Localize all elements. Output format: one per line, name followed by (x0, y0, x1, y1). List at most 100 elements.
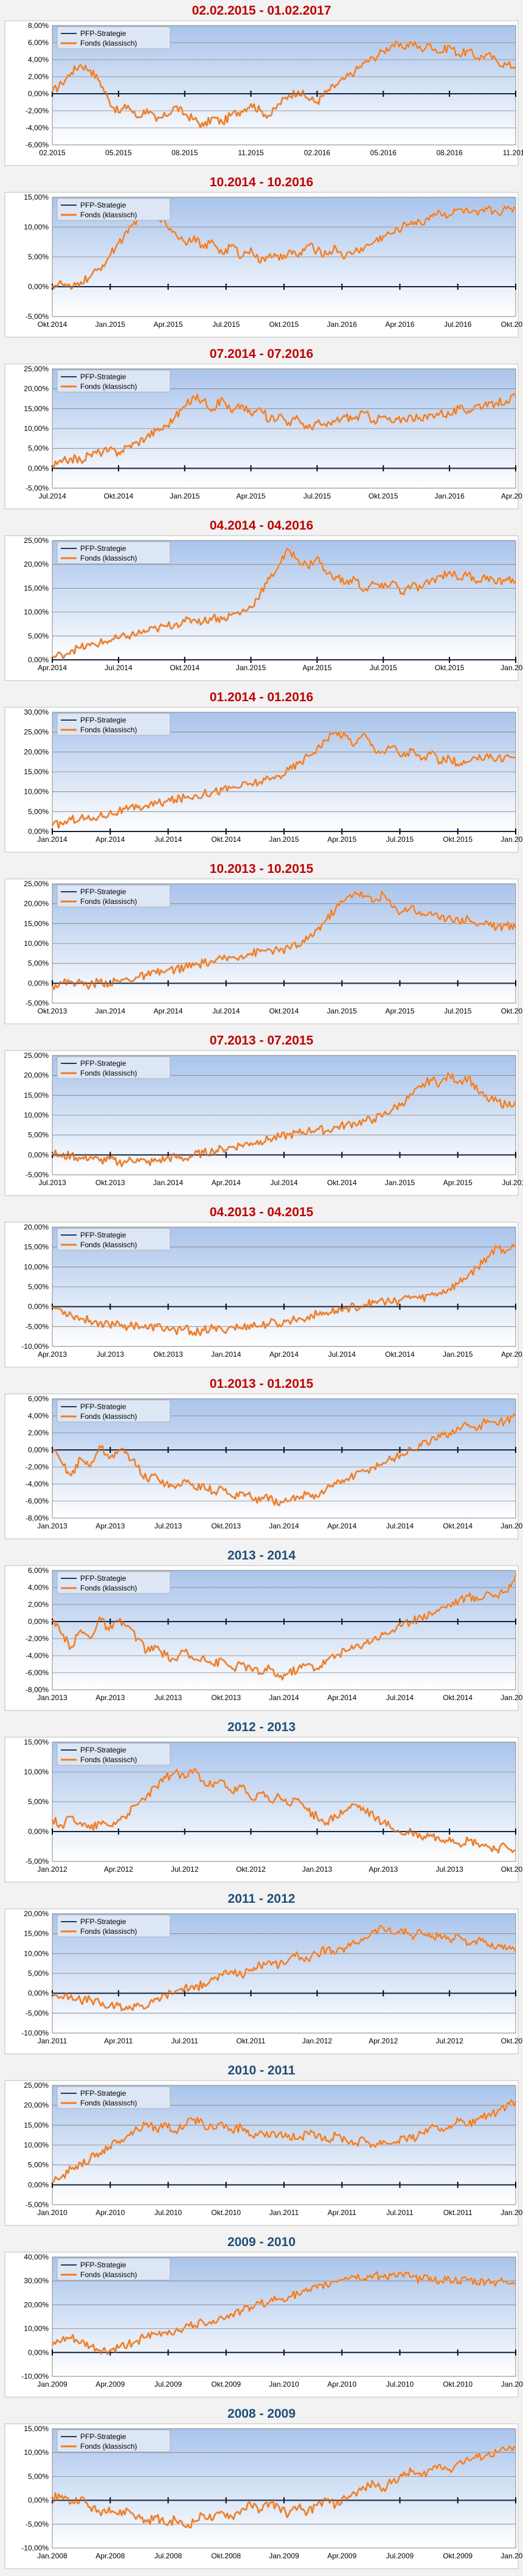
y-tick-label: -4,00% (26, 1651, 49, 1660)
series-fund (52, 203, 516, 290)
x-tick-label: Jan.2016 (500, 835, 523, 844)
y-tick-label: 15,00% (24, 1930, 49, 1938)
chart-title: 2012 - 2013 (227, 1720, 296, 1734)
series-fund (52, 1244, 516, 1336)
series-fund (52, 41, 516, 128)
chart-panel: 07.2013 - 07.2015 25,00% 20,00% 15,00% 10,00… (0, 1030, 523, 1196)
chart-panel: 2013 - 2014 6,00% 4,00% 2,00% 0,00% -2,00% -4,… (0, 1545, 523, 1711)
y-tick-label: -5,00% (26, 999, 49, 1007)
legend-label-fund: Fonds (klassisch) (80, 2270, 137, 2279)
x-tick-label: Okt.2013 (38, 1007, 68, 1015)
x-tick-label: Jan.2011 (38, 2037, 68, 2045)
x-tick-label: 08.2015 (171, 149, 198, 157)
x-tick-label: Jul.2013 (435, 1865, 463, 1874)
series-fund (52, 2446, 516, 2529)
y-tick-label: 25,00% (24, 536, 49, 545)
x-tick-label: Jul.2014 (105, 663, 133, 672)
x-tick-label: Okt.2010 (443, 2380, 473, 2389)
x-tick-label: Jul.2014 (270, 1178, 298, 1187)
x-tick-label: Jan.2016 (434, 492, 465, 500)
x-tick-label: Okt.2009 (443, 2552, 473, 2560)
x-tick-label: Jan.2009 (269, 2552, 299, 2560)
y-tick-label: 10,00% (24, 1111, 49, 1119)
y-tick-label: -5,00% (26, 312, 49, 321)
y-tick-label: 5,00% (28, 1969, 49, 1978)
x-tick-label: Apr.2015 (385, 1007, 414, 1015)
x-tick-label: Apr.2015 (327, 835, 356, 844)
x-tick-label: 02.2015 (39, 149, 66, 157)
y-tick-label: 15,00% (24, 404, 49, 413)
x-tick-label: Apr.2015 (501, 1350, 523, 1359)
y-tick-label: 10,00% (24, 424, 49, 433)
x-tick-label: Jul.2015 (502, 1178, 523, 1187)
x-tick-label: Jan.2008 (37, 2552, 68, 2560)
chart-title: 04.2014 - 04.2016 (209, 519, 314, 533)
x-tick-label: Apr.2013 (38, 1350, 67, 1359)
y-tick-label: 0,00% (28, 464, 49, 472)
series-fund (52, 891, 516, 990)
legend-label-strategy: PFP-Strategie (80, 887, 126, 896)
legend-box (57, 713, 171, 736)
y-tick-label: -10,00% (21, 1342, 49, 1351)
y-tick-label: 10,00% (24, 1768, 49, 1776)
x-tick-label: Okt.2016 (501, 320, 523, 329)
y-tick-label: 20,00% (24, 900, 49, 908)
legend-label-strategy: PFP-Strategie (80, 2432, 126, 2441)
y-tick-label: -10,00% (21, 2544, 49, 2552)
legend-label-strategy: PFP-Strategie (80, 1917, 126, 1926)
legend-label-fund: Fonds (klassisch) (80, 1584, 137, 1592)
legend-label-fund: Fonds (klassisch) (80, 1241, 137, 1249)
legend-box (57, 198, 171, 221)
y-tick-label: 15,00% (24, 919, 49, 928)
y-tick-label: 20,00% (24, 385, 49, 393)
x-tick-label: Jan.2016 (500, 663, 523, 672)
x-tick-label: Jan.2012 (37, 1865, 68, 1874)
y-tick-label: 5,00% (28, 2472, 49, 2480)
y-tick-label: 0,00% (28, 1989, 49, 1998)
x-tick-label: Jul.2013 (38, 1178, 66, 1187)
chart-title: 07.2013 - 07.2015 (209, 1034, 314, 1048)
y-tick-label: 20,00% (24, 2300, 49, 2309)
x-tick-label: Jan.2015 (500, 1693, 523, 1702)
chart-panel: 10.2013 - 10.2015 25,00% 20,00% 15,00% 10,00… (0, 858, 523, 1024)
x-tick-label: Jul.2015 (444, 1007, 472, 1015)
y-tick-label: 5,00% (28, 959, 49, 968)
y-tick-label: 15,00% (24, 768, 49, 776)
y-tick-label: 10,00% (24, 788, 49, 796)
x-tick-label: Jul.2014 (38, 492, 66, 500)
y-tick-label: 25,00% (24, 2081, 49, 2090)
x-tick-label: Okt.2015 (369, 492, 398, 500)
x-tick-label: Okt.2014 (104, 492, 134, 500)
legend-box (57, 2258, 171, 2281)
y-tick-label: 25,00% (24, 880, 49, 888)
x-tick-label: Jul.2010 (154, 2208, 182, 2217)
x-tick-label: Okt.2014 (38, 320, 68, 329)
legend-box (57, 369, 171, 393)
legend-box (57, 2429, 171, 2452)
legend-label-strategy: PFP-Strategie (80, 2089, 126, 2098)
legend-label-fund: Fonds (klassisch) (80, 2442, 137, 2451)
chart-title: 2009 - 2010 (227, 2235, 296, 2249)
x-tick-label: Jul.2014 (386, 1693, 414, 1702)
x-tick-label: Jul.2015 (212, 320, 240, 329)
x-tick-label: Jul.2009 (386, 2552, 414, 2560)
chart-title: 01.2013 - 01.2015 (209, 1377, 314, 1391)
x-tick-label: Apr.2011 (104, 2037, 133, 2045)
chart-title: 01.2014 - 01.2016 (209, 690, 314, 704)
legend-label-strategy: PFP-Strategie (80, 2261, 126, 2269)
y-tick-label: 5,00% (28, 807, 49, 816)
y-tick-label: 15,00% (24, 584, 49, 592)
y-tick-label: 5,00% (28, 253, 49, 261)
y-tick-label: 0,00% (28, 1150, 49, 1159)
y-tick-label: 5,00% (28, 1797, 49, 1806)
legend-label-fund: Fonds (klassisch) (80, 1755, 137, 1764)
y-tick-label: 2,00% (28, 72, 49, 81)
x-tick-label: Okt.2015 (501, 1007, 523, 1015)
